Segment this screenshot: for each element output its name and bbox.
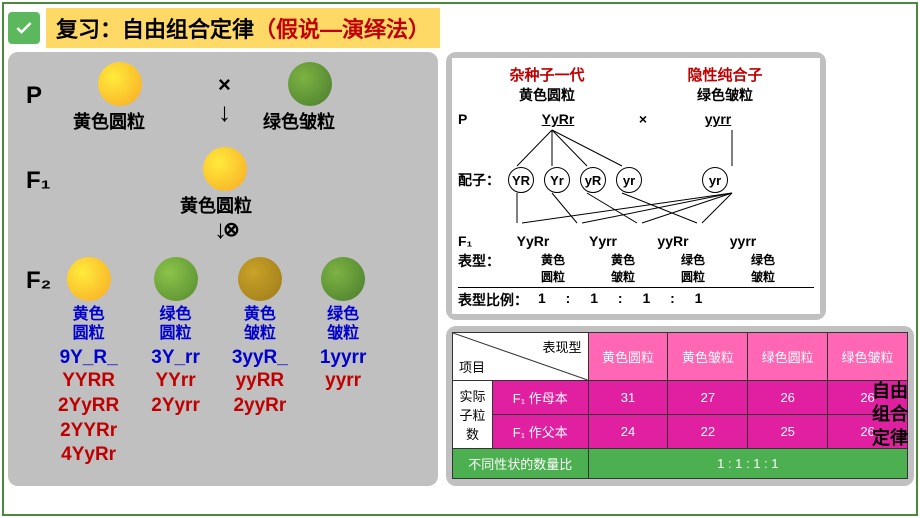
offspring-pheno-item: 绿色圆粒 <box>668 251 718 285</box>
gen-P: P <box>26 82 42 110</box>
side-label: 自由组合定律 <box>870 380 910 450</box>
hom-gt: yyrr <box>668 111 768 127</box>
ratio-val: 1 : 1 : 1 : 1 <box>538 290 710 310</box>
f2-pheno: 绿色圆粒 <box>160 305 192 343</box>
hom-label: 隐性纯合子 <box>687 64 762 85</box>
hom-pheno: 绿色皱粒 <box>687 85 762 105</box>
f2-pea <box>238 257 282 301</box>
offspring-pheno: 黄色圆粒黄色皱粒绿色圆粒绿色皱粒 <box>528 251 788 285</box>
arrow-2: ↓⊗ <box>214 214 244 245</box>
title-red: （假说—演绎法） <box>254 17 430 42</box>
gamete-label: 配子： <box>458 170 508 190</box>
f2-gt: yyrr <box>325 369 361 394</box>
header: 复习：自由组合定律（假说—演绎法） <box>8 8 440 48</box>
right-bot-panel: 表现型 项目 黄色圆粒 黄色皱粒 绿色圆粒 绿色皱粒 实际子粒数 F₁ 作母本 … <box>446 326 914 486</box>
het-label: 杂种子一代 <box>509 64 584 85</box>
f2-ratio: 1yyrr <box>320 347 367 369</box>
f2-pea <box>67 257 111 301</box>
rt-P: P <box>458 111 498 127</box>
title-text: 复习：自由组合定律 <box>56 17 254 42</box>
ratio-row: 1 : 1 : 1 : 1 <box>588 449 907 479</box>
row1-label: F₁ 作父本 <box>493 415 589 449</box>
offspring-gt: YyRr <box>508 233 558 249</box>
row0-label: F₁ 作母本 <box>493 381 589 415</box>
het-gt: YyRr <box>498 111 618 127</box>
gen-F2: F₂ <box>26 267 51 295</box>
pheno-lbl: 表型： <box>458 251 528 285</box>
left-panel: P F₁ F₂ 黄色圆粒 × 绿色皱粒 ↓ 黄色圆粒 ↓⊗ 黄色圆粒 9Y_R_… <box>8 52 438 486</box>
cross-diagram: 杂种子一代 黄色圆粒 隐性纯合子 绿色皱粒 P YyRr × yyrr 配子： … <box>452 58 820 314</box>
f2-pheno: 黄色皱粒 <box>244 305 276 343</box>
f2-pheno: 黄色圆粒 <box>73 305 105 343</box>
gametes: YR YryR yr <box>508 167 642 193</box>
gamete: Yr <box>544 167 570 193</box>
gen-F1: F₁ <box>26 167 51 195</box>
offspring-pheno-item: 黄色圆粒 <box>528 251 578 285</box>
offspring-pheno-item: 黄色皱粒 <box>598 251 648 285</box>
arrow-1: ↓ <box>218 97 231 128</box>
gamete: yr <box>616 167 642 193</box>
f2-pea <box>321 257 365 301</box>
offspring-gt: Yyrr <box>578 233 628 249</box>
f2-pheno: 绿色皱粒 <box>327 305 359 343</box>
group-label: 实际子粒数 <box>453 381 493 449</box>
offspring-gt: yyrr <box>718 233 768 249</box>
f1-pea <box>203 147 247 196</box>
f2-gt: YYRR2YyRR2YYRr4YyRr <box>58 369 119 468</box>
p1-pheno: 黄色圆粒 <box>73 108 145 134</box>
het-pheno: 黄色圆粒 <box>509 85 584 105</box>
f2-ratio: 3yyR_ <box>232 347 288 369</box>
result-table: 表现型 项目 黄色圆粒 黄色皱粒 绿色圆粒 绿色皱粒 实际子粒数 F₁ 作母本 … <box>452 332 908 479</box>
offspring-pheno-item: 绿色皱粒 <box>738 251 788 285</box>
f2-gt: yyRR2yyRr <box>233 369 286 418</box>
col-0: 黄色圆粒 <box>588 333 668 381</box>
gamete: YR <box>508 167 534 193</box>
f2-grid: 黄色圆粒 9Y_R_ YYRR2YyRR2YYRr4YyRr 绿色圆粒 3Y_r… <box>58 257 366 468</box>
cross-symbol: × <box>218 72 231 98</box>
gamete-r: yr <box>702 167 728 193</box>
rt-F1: F₁ <box>458 233 508 249</box>
f2-ratio: 9Y_R_ <box>60 347 118 369</box>
offspring: YyRr Yyrr yyRr yyrr <box>508 233 768 249</box>
f2-ratio: 3Y_rr <box>151 347 200 369</box>
title-box: 复习：自由组合定律（假说—演绎法） <box>46 8 440 48</box>
check-icon <box>8 12 40 44</box>
p2-pea <box>288 62 332 111</box>
ratio-lbl: 表型比例： <box>458 290 538 310</box>
col-1: 黄色皱粒 <box>668 333 748 381</box>
col-3: 绿色皱粒 <box>828 333 908 381</box>
f2-gt: YYrr2Yyrr <box>151 369 200 418</box>
right-top-panel: 杂种子一代 黄色圆粒 隐性纯合子 绿色皱粒 P YyRr × yyrr 配子： … <box>446 52 826 320</box>
rt-cross: × <box>618 111 668 127</box>
offspring-gt: yyRr <box>648 233 698 249</box>
p1-pea <box>98 62 142 111</box>
p2-pheno: 绿色皱粒 <box>263 108 335 134</box>
ratio-label: 不同性状的数量比 <box>453 449 589 479</box>
f2-pea <box>154 257 198 301</box>
gamete: yR <box>580 167 606 193</box>
diag-header: 表现型 项目 <box>453 333 589 381</box>
col-2: 绿色圆粒 <box>748 333 828 381</box>
